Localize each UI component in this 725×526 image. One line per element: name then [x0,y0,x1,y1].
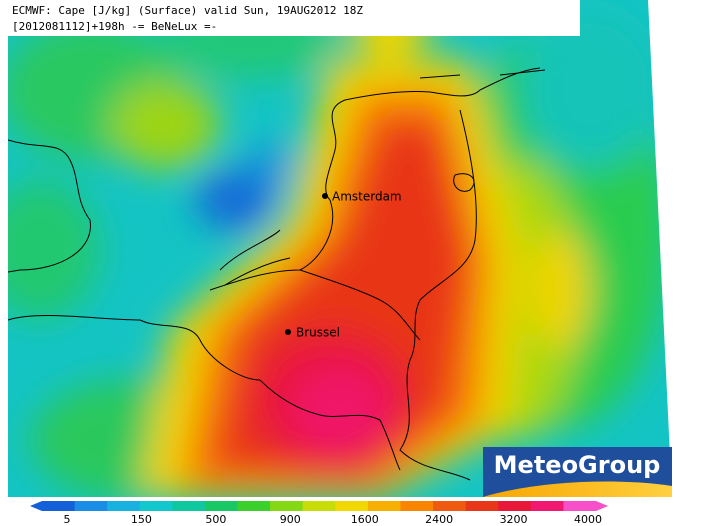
colorbar-swatch [270,501,304,511]
colorbar-label: 900 [280,513,301,526]
colorbar-swatch [433,501,467,511]
colorbar-label: 4000 [574,513,602,526]
colorbar-swatch [107,501,141,511]
colorbar-swatch [74,501,108,511]
colorbar-swatch [204,501,239,511]
colorbar-swatch [139,501,173,511]
colorbar-label: 3200 [500,513,528,526]
colorbar-label: 1600 [351,513,379,526]
colorbar-end [596,501,608,511]
header-line: ECMWF: Cape [J/kg] (Surface) valid Sun, … [12,4,363,17]
colorbar-swatch [498,501,532,511]
header-line: [2012081112]+198h -= BeNeLux =- [12,20,217,33]
colorbar-swatch [400,501,434,511]
colorbar-swatch [172,501,206,511]
borders [8,67,546,481]
colorbar-swatch [465,501,499,511]
city-dot [285,329,291,335]
city-label: Brussel [296,326,340,340]
colorbar-swatch [563,501,597,511]
city-label: Amsterdam [332,190,402,204]
colorbar-label: 2400 [425,513,453,526]
colorbar-label: 5 [64,513,71,526]
logo-text: MeteoGroup [494,451,661,479]
header-box [8,0,580,36]
logo: MeteoGroup [483,447,672,497]
colorbar-swatch [335,501,369,511]
cape-field [8,0,672,497]
colorbar-swatch [42,501,76,511]
colorbar-swatch [237,501,271,511]
colorbar-label: 150 [131,513,152,526]
colorbar-swatch [367,501,401,511]
colorbar-swatch [530,501,564,511]
colorbar-swatch [302,501,336,511]
colorbar-label: 500 [205,513,226,526]
city-dot [322,193,328,199]
colorbar-end [30,501,42,511]
